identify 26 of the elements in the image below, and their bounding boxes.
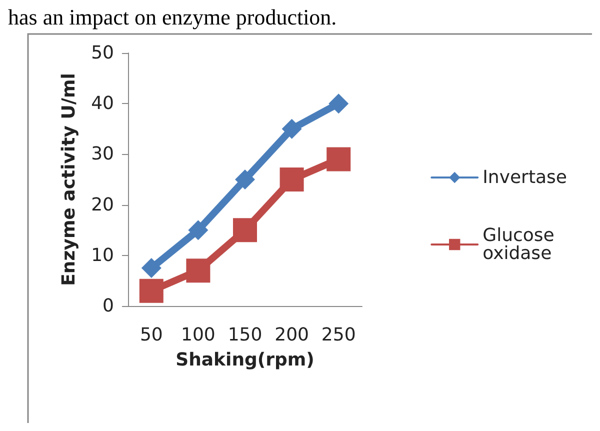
- y-tick-label: 0: [102, 296, 114, 316]
- point: [141, 258, 162, 278]
- point: [186, 258, 210, 283]
- x-tick-label: 250: [321, 324, 356, 346]
- point: [328, 94, 349, 114]
- x-tick-label: 100: [181, 324, 216, 346]
- x-tick-label: 150: [228, 324, 262, 346]
- point: [280, 168, 304, 192]
- x-tick-label: 50: [140, 324, 163, 346]
- y-axis-title: Enzyme activity U/ml: [58, 73, 80, 286]
- point: [233, 218, 257, 242]
- y-tick-label: 10: [91, 244, 114, 266]
- y-tick-label: 30: [91, 144, 114, 165]
- point: [326, 147, 351, 172]
- x-axis-title: Shaking(rpm): [176, 350, 314, 370]
- x-tick-label: 200: [274, 324, 309, 346]
- point: [188, 220, 208, 240]
- point: [282, 118, 302, 139]
- y-tick-label: 50: [91, 42, 114, 64]
- y-tick-label: 40: [91, 93, 114, 114]
- text: has an impact on enzyme production.: [8, 4, 337, 30]
- y-tick-label: 20: [91, 194, 114, 216]
- legend-label: Invertase: [482, 167, 568, 188]
- point: [235, 170, 255, 190]
- point: [139, 278, 164, 303]
- legend-label: Glucose oxidase: [482, 225, 560, 264]
